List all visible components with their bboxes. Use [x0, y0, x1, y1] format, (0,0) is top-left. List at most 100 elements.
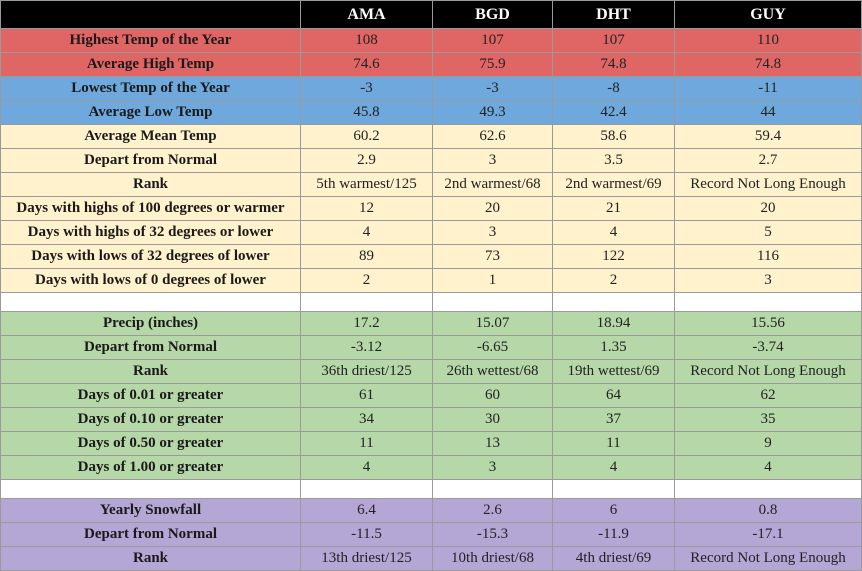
cell-dht: 64	[552, 383, 675, 408]
cell-ama: 61	[300, 383, 433, 408]
cell-dht: 37	[552, 407, 675, 432]
table-row: Days with lows of 0 degrees of lower 2 1…	[0, 268, 862, 293]
cell-guy: 116	[674, 244, 862, 269]
cell-guy: Record Not Long Enough	[674, 172, 862, 197]
row-label: Days with lows of 0 degrees of lower	[0, 268, 301, 293]
row-label: Days of 0.10 or greater	[0, 407, 301, 432]
row-label: Yearly Snowfall	[0, 498, 301, 523]
header-station-bgd: BGD	[432, 0, 553, 29]
cell-bgd: 3	[432, 220, 553, 245]
cell-bgd: -3	[432, 76, 553, 101]
row-label: Highest Temp of the Year	[0, 28, 301, 53]
cell-dht: 42.4	[552, 100, 675, 125]
cell-guy: 62	[674, 383, 862, 408]
cell-dht: 1.35	[552, 335, 675, 360]
cell-bgd: 60	[432, 383, 553, 408]
cell-guy: 15.56	[674, 311, 862, 336]
cell-ama: 17.2	[300, 311, 433, 336]
cell-guy: Record Not Long Enough	[674, 546, 862, 571]
cell-dht: 74.8	[552, 52, 675, 77]
cell-dht: 122	[552, 244, 675, 269]
cell-bgd: 20	[432, 196, 553, 221]
cell-bgd: 2.6	[432, 498, 553, 523]
table-row: Precip (inches) 17.2 15.07 18.94 15.56	[0, 311, 862, 336]
cell-ama: 74.6	[300, 52, 433, 77]
cell-bgd: 10th driest/68	[432, 546, 553, 571]
table-row: Depart from Normal 2.9 3 3.5 2.7	[0, 148, 862, 173]
table-row: Highest Temp of the Year 108 107 107 110	[0, 28, 862, 53]
cell-bgd: 1	[432, 268, 553, 293]
cell-dht: 6	[552, 498, 675, 523]
table-row: Average Low Temp 45.8 49.3 42.4 44	[0, 100, 862, 125]
cell-bgd: 75.9	[432, 52, 553, 77]
cell-guy: -3.74	[674, 335, 862, 360]
cell-ama: 108	[300, 28, 433, 53]
cell-guy: -11	[674, 76, 862, 101]
cell-bgd: 3	[432, 148, 553, 173]
cell-dht: 19th wettest/69	[552, 359, 675, 384]
cell-dht: 4	[552, 455, 675, 480]
cell-guy: 44	[674, 100, 862, 125]
cell-ama: 2	[300, 268, 433, 293]
row-label: Rank	[0, 546, 301, 571]
cell-guy: 9	[674, 431, 862, 456]
cell-bgd: 73	[432, 244, 553, 269]
cell-ama: -3	[300, 76, 433, 101]
table-row: Rank 5th warmest/125 2nd warmest/68 2nd …	[0, 172, 862, 197]
row-label: Rank	[0, 172, 301, 197]
cell-bgd: 30	[432, 407, 553, 432]
cell-ama: 6.4	[300, 498, 433, 523]
cell-ama: 36th driest/125	[300, 359, 433, 384]
cell-bgd: -6.65	[432, 335, 553, 360]
table-row: Rank 13th driest/125 10th driest/68 4th …	[0, 546, 862, 571]
cell-ama: 12	[300, 196, 433, 221]
table-row: Average Mean Temp 60.2 62.6 58.6 59.4	[0, 124, 862, 149]
cell-ama: 60.2	[300, 124, 433, 149]
cell-bgd: 2nd warmest/68	[432, 172, 553, 197]
header-station-guy: GUY	[674, 0, 862, 29]
table-row: Depart from Normal -3.12 -6.65 1.35 -3.7…	[0, 335, 862, 360]
row-label: Average Low Temp	[0, 100, 301, 125]
row-label: Depart from Normal	[0, 148, 301, 173]
header-corner	[0, 0, 301, 29]
table-row: Average High Temp 74.6 75.9 74.8 74.8	[0, 52, 862, 77]
cell-guy: 110	[674, 28, 862, 53]
header-row: AMA BGD DHT GUY	[0, 0, 862, 29]
cell-guy: 59.4	[674, 124, 862, 149]
cell-dht: 2nd warmest/69	[552, 172, 675, 197]
separator-row	[0, 292, 862, 312]
cell-guy: -17.1	[674, 522, 862, 547]
cell-ama: 45.8	[300, 100, 433, 125]
cell-ama: 2.9	[300, 148, 433, 173]
table-row: Depart from Normal -11.5 -15.3 -11.9 -17…	[0, 522, 862, 547]
cell-ama: 4	[300, 455, 433, 480]
row-label: Depart from Normal	[0, 335, 301, 360]
cell-guy: 0.8	[674, 498, 862, 523]
cell-guy: 4	[674, 455, 862, 480]
row-label: Lowest Temp of the Year	[0, 76, 301, 101]
separator-row	[0, 479, 862, 499]
table-row: Days with highs of 32 degrees or lower 4…	[0, 220, 862, 245]
cell-dht: 2	[552, 268, 675, 293]
row-label: Rank	[0, 359, 301, 384]
row-label: Average High Temp	[0, 52, 301, 77]
cell-bgd: -15.3	[432, 522, 553, 547]
cell-ama: 5th warmest/125	[300, 172, 433, 197]
row-label: Days with highs of 32 degrees or lower	[0, 220, 301, 245]
cell-dht: 18.94	[552, 311, 675, 336]
cell-ama: 4	[300, 220, 433, 245]
table-row: Days of 0.50 or greater 11 13 11 9	[0, 431, 862, 456]
cell-guy: 74.8	[674, 52, 862, 77]
cell-ama: 11	[300, 431, 433, 456]
table-row: Days of 1.00 or greater 4 3 4 4	[0, 455, 862, 480]
row-label: Days of 1.00 or greater	[0, 455, 301, 480]
row-label: Days of 0.01 or greater	[0, 383, 301, 408]
cell-ama: -3.12	[300, 335, 433, 360]
cell-dht: 21	[552, 196, 675, 221]
row-label: Average Mean Temp	[0, 124, 301, 149]
cell-dht: 3.5	[552, 148, 675, 173]
cell-bgd: 62.6	[432, 124, 553, 149]
cell-guy: 3	[674, 268, 862, 293]
cell-guy: 20	[674, 196, 862, 221]
cell-ama: -11.5	[300, 522, 433, 547]
